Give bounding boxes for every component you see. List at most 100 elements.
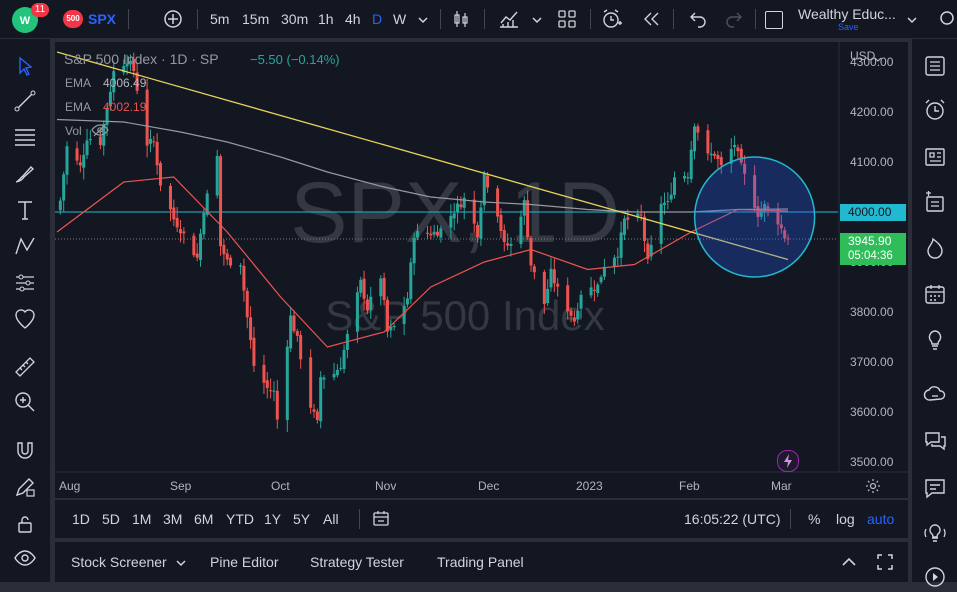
legend-title[interactable]: S&P 500 Index · 1D · SP (64, 51, 219, 67)
watchlist-button[interactable] (923, 54, 947, 78)
chart-type-button[interactable] (451, 9, 471, 29)
shapes-tool[interactable] (13, 307, 37, 331)
candle-down (426, 232, 430, 234)
tab-trading-panel[interactable]: Trading Panel (437, 554, 524, 570)
maximize-panel-button[interactable] (877, 554, 893, 570)
alerts-button[interactable] (923, 98, 947, 122)
layout-name[interactable]: Wealthy Educ... (798, 6, 896, 22)
currency-dropdown[interactable] (873, 52, 883, 62)
ema-fast-line (56, 176, 789, 348)
interval-30m[interactable]: 30m (281, 11, 309, 27)
object-tree-button[interactable] (923, 190, 947, 214)
layout-checkbox[interactable] (765, 11, 783, 29)
replay-button[interactable] (641, 9, 661, 29)
interval-d[interactable]: D (372, 11, 383, 27)
heart-icon (15, 309, 35, 329)
cursor-tool[interactable] (13, 54, 37, 78)
news-button[interactable] (923, 145, 947, 169)
hotlists-button[interactable] (923, 236, 947, 260)
clock-timezone[interactable]: 16:05:22 (UTC) (684, 511, 781, 527)
fib-tool[interactable] (13, 125, 37, 149)
chart-pane[interactable]: SPX, 1D S&P 500 Index 4300.00 4200.00 4100… (55, 42, 908, 498)
range-1m[interactable]: 1M (132, 511, 152, 527)
lock-tool[interactable] (13, 512, 37, 536)
magnet-tool[interactable] (13, 439, 37, 463)
ideas-button[interactable] (923, 328, 947, 352)
brush-tool[interactable] (13, 162, 37, 186)
legend-vol-label[interactable]: Vol (65, 124, 82, 138)
candle-up (105, 108, 109, 125)
interval-w[interactable]: W (393, 11, 407, 27)
help-button[interactable] (923, 521, 947, 545)
alert-button[interactable] (601, 8, 623, 30)
price-tick-label: 3600.00 (850, 405, 894, 419)
templates-button[interactable] (557, 9, 577, 29)
newspaper-icon (925, 148, 945, 166)
price-axis-currency[interactable]: USD (850, 49, 876, 63)
indicators-button[interactable] (498, 9, 520, 29)
log-scale-toggle[interactable]: log (836, 511, 855, 527)
text-tool[interactable] (13, 198, 37, 222)
range-5d[interactable]: 5D (102, 511, 120, 527)
price-tick-label: 4300.00 (850, 55, 894, 69)
auto-scale-toggle[interactable]: auto (867, 511, 895, 527)
candle-down (486, 175, 490, 188)
lock-icon (18, 516, 32, 533)
zoom-tool[interactable] (13, 390, 37, 414)
screener-dropdown[interactable] (175, 556, 187, 568)
range-all[interactable]: All (323, 511, 339, 527)
play-button[interactable] (923, 563, 947, 587)
save-label[interactable]: Save (838, 22, 859, 32)
interval-dropdown[interactable] (417, 13, 429, 25)
candle-up (215, 155, 219, 196)
calendar-button[interactable] (923, 282, 947, 306)
percent-scale-toggle[interactable]: % (808, 511, 821, 527)
legend-ema2-label[interactable]: EMA (65, 100, 92, 114)
notifications-button[interactable] (923, 476, 947, 500)
chart-settings-button[interactable] (865, 478, 881, 494)
interval-1h[interactable]: 1h (318, 11, 334, 27)
candle-down (252, 337, 256, 366)
interval-4h[interactable]: 4h (345, 11, 361, 27)
measure-tool[interactable] (13, 355, 37, 379)
range-6m[interactable]: 6M (194, 511, 214, 527)
candle-up (342, 349, 346, 369)
brush-icon (15, 165, 35, 183)
range-3m[interactable]: 3M (163, 511, 183, 527)
interval-15m[interactable]: 15m (242, 11, 270, 27)
interval-5m[interactable]: 5m (210, 11, 230, 27)
draw-mode-tool[interactable] (13, 475, 37, 499)
legend-ema1-value: 4006.49 (103, 76, 147, 90)
indicators-dropdown[interactable] (531, 13, 543, 25)
range-1y[interactable]: 1Y (264, 511, 282, 527)
candle-down (292, 315, 296, 332)
play-circle-icon (925, 567, 945, 587)
forecast-tool[interactable] (13, 271, 37, 295)
trendline-tool[interactable] (13, 89, 37, 113)
compare-add-button[interactable] (163, 9, 183, 29)
symbol-search-button[interactable]: SPX (88, 11, 117, 27)
range-1d[interactable]: 1D (72, 511, 90, 527)
hide-drawings-tool[interactable] (13, 546, 37, 570)
candle-down (175, 217, 179, 228)
lightning-badge[interactable] (777, 450, 799, 472)
range-ytd[interactable]: YTD (226, 511, 254, 527)
collapse-panel-button[interactable] (841, 554, 857, 570)
streams-button[interactable] (923, 382, 947, 406)
tab-strategy-tester[interactable]: Strategy Tester (310, 554, 404, 570)
pattern-tool[interactable] (13, 234, 37, 258)
search-button[interactable] (938, 9, 957, 29)
undo-button[interactable] (688, 9, 708, 29)
date-range-button[interactable] (372, 510, 390, 528)
legend-ema1-label[interactable]: EMA (65, 76, 92, 90)
layout-dropdown[interactable] (906, 13, 918, 25)
chats-button[interactable] (923, 429, 947, 453)
price-chart[interactable]: SPX, 1D S&P 500 Index 4300.004200.004100… (55, 42, 908, 498)
indicators-icon (500, 11, 518, 28)
legend-vol-hidden-toggle[interactable] (91, 122, 109, 138)
candle-up (202, 212, 206, 235)
tab-stock-screener[interactable]: Stock Screener (71, 554, 167, 570)
range-5y[interactable]: 5Y (293, 511, 311, 527)
drawing-toolbar (0, 39, 50, 582)
tab-pine-editor[interactable]: Pine Editor (210, 554, 279, 570)
